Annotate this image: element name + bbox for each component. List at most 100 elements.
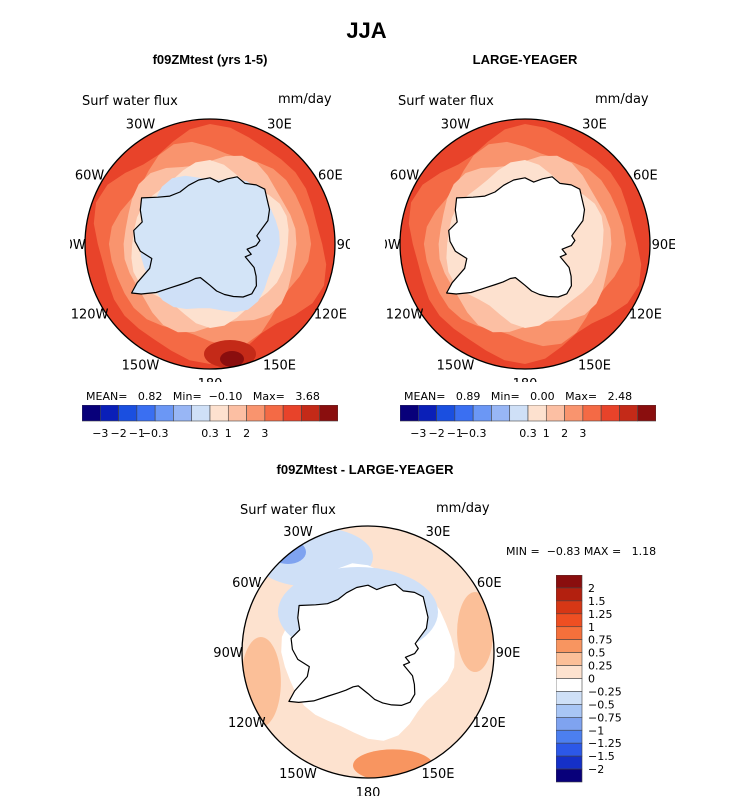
longitude-label: 150E	[263, 358, 296, 373]
colorbar-swatch	[619, 405, 639, 422]
colorbar-swatch	[227, 405, 247, 422]
colorbar-swatch	[556, 639, 583, 653]
colorbar-tick-label: 1	[588, 621, 595, 634]
max-label: Max=	[565, 390, 598, 403]
longitude-label: 90E	[496, 646, 521, 661]
panel-2-stats: MEAN= 0.89 Min= 0.00 Max= 2.48	[404, 390, 632, 403]
colorbar-swatch	[136, 405, 156, 422]
colorbar-swatch	[556, 704, 583, 718]
longitude-label: 120W	[386, 308, 424, 323]
colorbar-tick-label: −1	[588, 724, 604, 737]
colorbar-swatch	[509, 405, 529, 422]
longitude-label: 30E	[426, 525, 451, 540]
longitude-label: 60E	[633, 169, 658, 184]
panel-3-polar-map: 0 30E 60E 90E 120E 150E 180 150W 120W 90W 60W 30W	[213, 518, 521, 796]
colorbar-tick-label: 0.3	[201, 427, 219, 440]
colorbar-tick-label: 1.5	[588, 595, 606, 608]
colorbar-swatch	[282, 405, 302, 422]
longitude-label: 120W	[71, 308, 109, 323]
colorbar-swatch	[82, 405, 101, 422]
max-value: 1.18	[631, 545, 657, 558]
map-border	[84, 118, 336, 370]
longitude-label: 180	[356, 786, 381, 796]
colorbar-tick-label: −0.3	[142, 427, 169, 440]
panel-2-colorbar: −3 −2 −1−0.3 0.3 1 2 3	[400, 405, 656, 440]
colorbar-swatch	[556, 665, 583, 679]
colorbar-tick-label: 0.5	[588, 647, 606, 660]
colorbar-swatch	[527, 405, 547, 422]
min-label: Min=	[172, 390, 202, 403]
colorbar-swatch	[556, 755, 583, 770]
colorbar-swatch	[191, 405, 211, 422]
colorbar-tick-label: 1.25	[588, 608, 613, 621]
longitude-label: 150W	[122, 358, 160, 373]
antarctica-coastline	[288, 583, 429, 706]
longitude-label: 90W	[213, 646, 243, 661]
colorbar-swatch	[545, 405, 565, 422]
colorbar-tick-label: 1	[225, 427, 232, 440]
colorbar-swatch	[417, 405, 437, 422]
max-label: Max=	[252, 390, 285, 403]
panel-3-colorbar: 21.51.2510.750.50.250−0.25−0.5−0.75−1−1.…	[556, 575, 622, 783]
min-value: 0.00	[530, 390, 555, 403]
colorbar-tick-label: −0.5	[588, 698, 615, 711]
colorbar-tick-label: 3	[261, 427, 268, 440]
min-value: −0.10	[208, 390, 243, 403]
mean-value: 0.82	[137, 390, 163, 403]
max-value: 3.68	[295, 390, 320, 403]
panel-3-stats: MIN = −0.83 MAX = 1.18	[506, 545, 656, 558]
colorbar-tick-label: −1	[129, 427, 145, 440]
colorbar-swatch	[556, 691, 583, 705]
colorbar-swatch	[301, 405, 321, 422]
longitude-label: 60W	[75, 169, 105, 184]
longitude-label: 90E	[337, 238, 350, 253]
min-label: Min=	[490, 390, 520, 403]
colorbar-tick-label: −2	[428, 427, 444, 440]
colorbar-swatch	[556, 613, 583, 628]
min-value: −0.83	[546, 545, 581, 558]
longitude-label: 90E	[652, 238, 675, 253]
colorbar-tick-label: 1	[543, 427, 550, 440]
colorbar-swatch	[99, 405, 119, 422]
panel-2-polar-map: 0 30E 60E 90E 120E 150E 180 150W 120W 90W 60W 30W	[385, 112, 675, 382]
longitude-label: 150E	[421, 767, 454, 782]
colorbar-swatch	[556, 652, 583, 666]
colorbar-tick-label: −1.25	[588, 737, 622, 750]
colorbar-swatch	[556, 729, 583, 744]
mean-value: 0.89	[455, 390, 481, 403]
longitude-label: 30W	[126, 118, 156, 133]
field-positive-region	[457, 592, 494, 672]
panel-1-polar-map: 0 30E 60E 90E 120E 150E 180 150W 120W 90W 60W 30W	[70, 112, 350, 382]
colorbar-swatch	[556, 587, 583, 602]
longitude-label: 90W	[70, 238, 86, 253]
field-maximum-region	[220, 351, 244, 367]
mean-label: MEAN=	[404, 390, 446, 403]
panel-2-variable-label: Surf water flux	[398, 94, 494, 109]
longitude-label: 90W	[385, 238, 401, 253]
panel-1-colorbar: −3 −2 −1−0.3 0.3 1 2 3	[82, 405, 338, 440]
colorbar-tick-label: −1	[447, 427, 463, 440]
map-border	[399, 118, 651, 370]
colorbar-tick-label: −3	[410, 427, 426, 440]
longitude-label: 150W	[279, 767, 317, 782]
field-negative-region	[270, 540, 306, 564]
colorbar-swatch	[600, 405, 620, 422]
longitude-label: 0	[521, 112, 529, 114]
panel-1-variable-label: Surf water flux	[82, 94, 178, 109]
panel-1-title: f09ZMtest (yrs 1-5)	[152, 52, 268, 67]
colorbar-swatch	[556, 600, 583, 615]
colorbar-tick-label: −0.75	[588, 711, 622, 724]
field-positive-region	[242, 637, 281, 727]
panel-1-stats: MEAN= 0.82 Min= −0.10 Max= 3.68	[86, 390, 320, 403]
colorbar-tick-label: 0.3	[519, 427, 537, 440]
colorbar-swatch	[319, 405, 338, 422]
colorbar-swatch	[154, 405, 174, 422]
panel-1-units-label: mm/day	[278, 92, 332, 107]
colorbar-swatch	[556, 768, 583, 783]
longitude-label: 0	[206, 112, 214, 114]
min-label: MIN =	[506, 545, 540, 558]
longitude-label: 30E	[267, 118, 292, 133]
colorbar-swatch	[209, 405, 229, 422]
colorbar-swatch	[637, 405, 656, 422]
longitude-label: 120E	[473, 716, 506, 731]
